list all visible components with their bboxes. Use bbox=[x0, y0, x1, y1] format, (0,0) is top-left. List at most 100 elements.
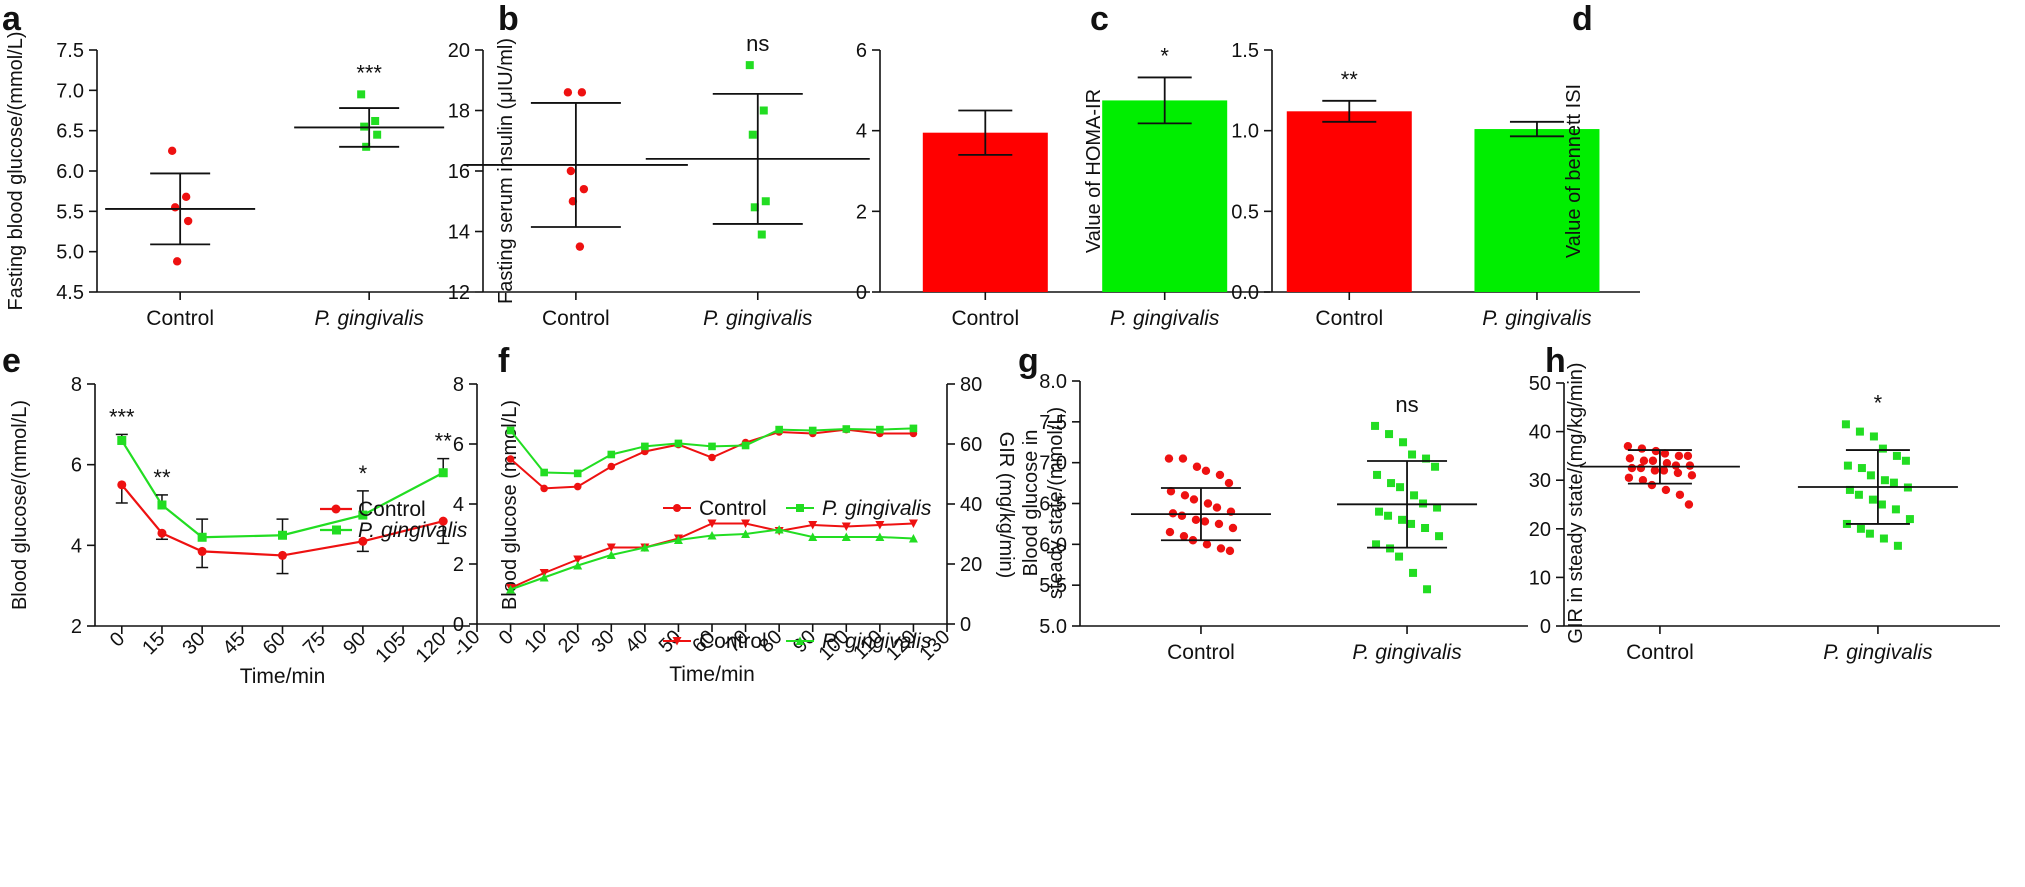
data-point-control bbox=[1650, 466, 1660, 475]
data-point-p-gingivalis bbox=[117, 435, 127, 445]
glucose-point-p-gingivalis bbox=[876, 425, 884, 434]
x-category-label: P. gingivalis bbox=[703, 307, 813, 330]
y-tick-label: 0 bbox=[453, 614, 464, 636]
data-point-control bbox=[1661, 485, 1671, 495]
x-tick-label: 20 bbox=[554, 626, 585, 657]
data-point-p-gingivalis bbox=[1399, 438, 1408, 447]
y-axis-title: Blood glucose/(mmol/L) bbox=[9, 400, 31, 610]
data-point-control bbox=[1674, 451, 1684, 461]
data-point-control bbox=[1684, 500, 1694, 509]
y-tick-label: 20 bbox=[1529, 519, 1551, 541]
x-tick-label: 45 bbox=[219, 628, 250, 659]
data-point-p-gingivalis bbox=[1889, 478, 1898, 487]
gir-point-control bbox=[841, 522, 851, 531]
data-point-p-gingivalis bbox=[757, 230, 766, 239]
y-tick-label: 7.5 bbox=[1039, 412, 1067, 434]
data-point-p-gingivalis bbox=[1371, 421, 1380, 430]
y-axis-title: Fasting serum insulin (μIU/ml) bbox=[495, 38, 517, 304]
y-tick-label: 6 bbox=[856, 40, 867, 62]
data-point-control bbox=[197, 546, 207, 556]
data-point-control bbox=[563, 88, 573, 97]
data-point-p-gingivalis bbox=[1373, 470, 1382, 479]
significance-label: * bbox=[1874, 390, 1883, 415]
data-point-control bbox=[1624, 473, 1634, 482]
legend-marker bbox=[672, 637, 682, 646]
gir-point-control bbox=[808, 521, 818, 530]
data-point-control bbox=[566, 166, 576, 176]
legend-label: Control bbox=[358, 498, 426, 521]
legend-marker bbox=[331, 504, 341, 514]
x-axis-title: Time/min bbox=[669, 663, 755, 686]
gir-point-p-gingivalis bbox=[673, 535, 683, 544]
data-point-control bbox=[1660, 449, 1670, 458]
bar-p-gingivalis bbox=[1102, 100, 1228, 293]
legend-label: Control bbox=[699, 497, 767, 520]
data-point-p-gingivalis bbox=[1901, 456, 1910, 465]
data-point-control bbox=[1625, 454, 1635, 463]
x-tick-label: 120 bbox=[412, 628, 451, 667]
data-point-p-gingivalis bbox=[1877, 500, 1886, 509]
data-point-control bbox=[579, 184, 589, 194]
y-tick-label: 8 bbox=[453, 374, 464, 396]
data-point-p-gingivalis bbox=[1395, 552, 1404, 561]
gir-point-p-gingivalis bbox=[741, 529, 751, 538]
y-tick-label: 8 bbox=[71, 374, 82, 396]
significance-label: *** bbox=[356, 60, 382, 85]
data-point-control bbox=[1671, 461, 1681, 470]
y-tick-label: 20 bbox=[448, 40, 470, 62]
y-tick-label: 5.5 bbox=[1039, 575, 1067, 597]
data-point-p-gingivalis bbox=[1408, 450, 1417, 459]
x-tick-label: 15 bbox=[138, 628, 169, 659]
significance-label: * bbox=[1160, 43, 1169, 68]
y-tick-label: 7.5 bbox=[56, 40, 84, 62]
legend-label: Control bbox=[699, 630, 767, 653]
glucose-point-p-gingivalis bbox=[708, 442, 716, 451]
data-point-control bbox=[1675, 490, 1685, 499]
x-tick-label: 60 bbox=[259, 628, 290, 659]
y-tick-label: 6.0 bbox=[56, 161, 84, 183]
data-point-p-gingivalis bbox=[1857, 464, 1866, 473]
y-tick-label: 8.0 bbox=[1039, 371, 1067, 393]
glucose-point-control bbox=[607, 462, 616, 471]
data-point-p-gingivalis bbox=[371, 116, 380, 125]
y-tick-label: 2 bbox=[71, 616, 82, 638]
data-point-p-gingivalis bbox=[1856, 524, 1865, 533]
gir-point-control bbox=[741, 519, 751, 528]
panel-label-c: c bbox=[1090, 0, 1109, 38]
y-tick-label: 7.0 bbox=[1039, 453, 1067, 475]
glucose-point-p-gingivalis bbox=[741, 441, 750, 450]
y-tick-label: 40 bbox=[960, 494, 982, 516]
y2-axis-title: GIR (mg/kg/min) bbox=[995, 432, 1017, 579]
data-point-control bbox=[1166, 487, 1176, 496]
data-point-control bbox=[1178, 454, 1188, 463]
gir-point-p-gingivalis bbox=[539, 573, 549, 582]
data-point-p-gingivalis bbox=[748, 130, 757, 139]
y-tick-label: 5.0 bbox=[1039, 616, 1067, 638]
gir-point-control bbox=[875, 521, 885, 530]
bar-p-gingivalis bbox=[1474, 129, 1600, 292]
data-point-control bbox=[1214, 519, 1224, 529]
data-point-control bbox=[1627, 463, 1637, 473]
data-point-p-gingivalis bbox=[1409, 568, 1418, 577]
glucose-point-p-gingivalis bbox=[641, 442, 649, 451]
x-category-label: P. gingivalis bbox=[1823, 641, 1933, 664]
data-point-p-gingivalis bbox=[761, 197, 770, 206]
x-category-label: P. gingivalis bbox=[1110, 307, 1220, 330]
y-tick-label: 10 bbox=[1529, 567, 1551, 589]
legend-label: P. gingivalis bbox=[822, 497, 932, 520]
glucose-point-p-gingivalis bbox=[909, 424, 918, 433]
series-line-p-gingivalis bbox=[120, 439, 444, 539]
y-tick-label: 6.5 bbox=[1039, 494, 1067, 516]
data-point-control bbox=[157, 528, 167, 538]
y-tick-label: 1.5 bbox=[1231, 40, 1259, 62]
y-tick-label: 50 bbox=[1529, 373, 1551, 395]
gir-point-p-gingivalis bbox=[707, 531, 717, 540]
data-point-p-gingivalis bbox=[1422, 454, 1431, 463]
y-tick-label: 1.0 bbox=[1231, 121, 1259, 143]
data-point-p-gingivalis bbox=[358, 510, 368, 520]
data-point-control bbox=[1687, 471, 1697, 480]
data-point-p-gingivalis bbox=[1845, 485, 1854, 494]
data-point-p-gingivalis bbox=[1435, 532, 1444, 541]
significance-label: * bbox=[359, 461, 368, 486]
